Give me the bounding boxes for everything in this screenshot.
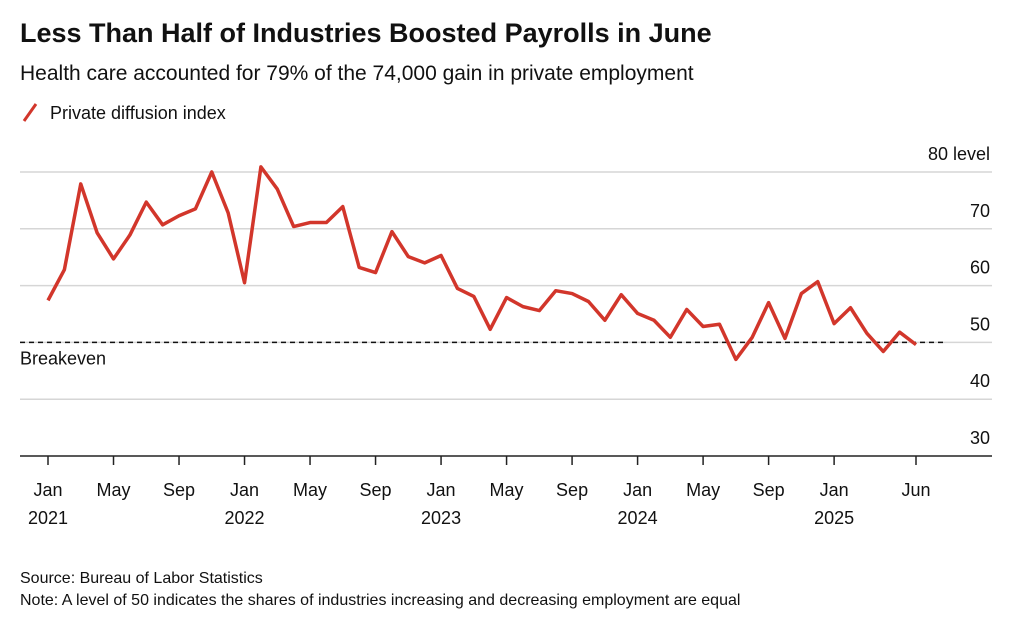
y-tick-label: 30	[970, 428, 990, 448]
x-tick-label: May	[686, 480, 720, 500]
legend-swatch	[22, 103, 38, 122]
x-tick-label: Jan	[230, 480, 259, 500]
legend-label: Private diffusion index	[50, 103, 226, 123]
y-tick-label: 70	[970, 201, 990, 221]
source: Source: Bureau of Labor Statistics	[20, 570, 263, 587]
x-tick-label: Sep	[163, 480, 195, 500]
x-year-label: 2024	[618, 508, 658, 528]
y-tick-label: 50	[970, 314, 990, 334]
x-year-label: 2021	[28, 508, 68, 528]
x-year-label: 2022	[225, 508, 265, 528]
x-tick-label: May	[293, 480, 327, 500]
x-year-label: 2023	[421, 508, 461, 528]
y-tick-label: 80 level	[928, 144, 990, 164]
x-tick-label: May	[97, 480, 131, 500]
data-line	[46, 165, 918, 362]
x-tick-label: Sep	[753, 480, 785, 500]
breakeven-label: Breakeven	[20, 348, 106, 368]
x-tick-label: Sep	[360, 480, 392, 500]
x-year-label: 2025	[814, 508, 854, 528]
y-tick-label: 40	[970, 371, 990, 391]
chart-title: Less Than Half of Industries Boosted Pay…	[20, 18, 712, 48]
chart-subtitle: Health care accounted for 79% of the 74,…	[20, 62, 694, 85]
x-tick-label: Jan	[623, 480, 652, 500]
note: Note: A level of 50 indicates the shares…	[20, 592, 740, 609]
x-tick-label: Jun	[901, 480, 930, 500]
x-tick-label: Jan	[33, 480, 62, 500]
x-tick-label: Jan	[820, 480, 849, 500]
x-tick-label: Sep	[556, 480, 588, 500]
x-tick-label: May	[490, 480, 524, 500]
y-tick-label: 60	[970, 258, 990, 278]
x-tick-label: Jan	[427, 480, 456, 500]
